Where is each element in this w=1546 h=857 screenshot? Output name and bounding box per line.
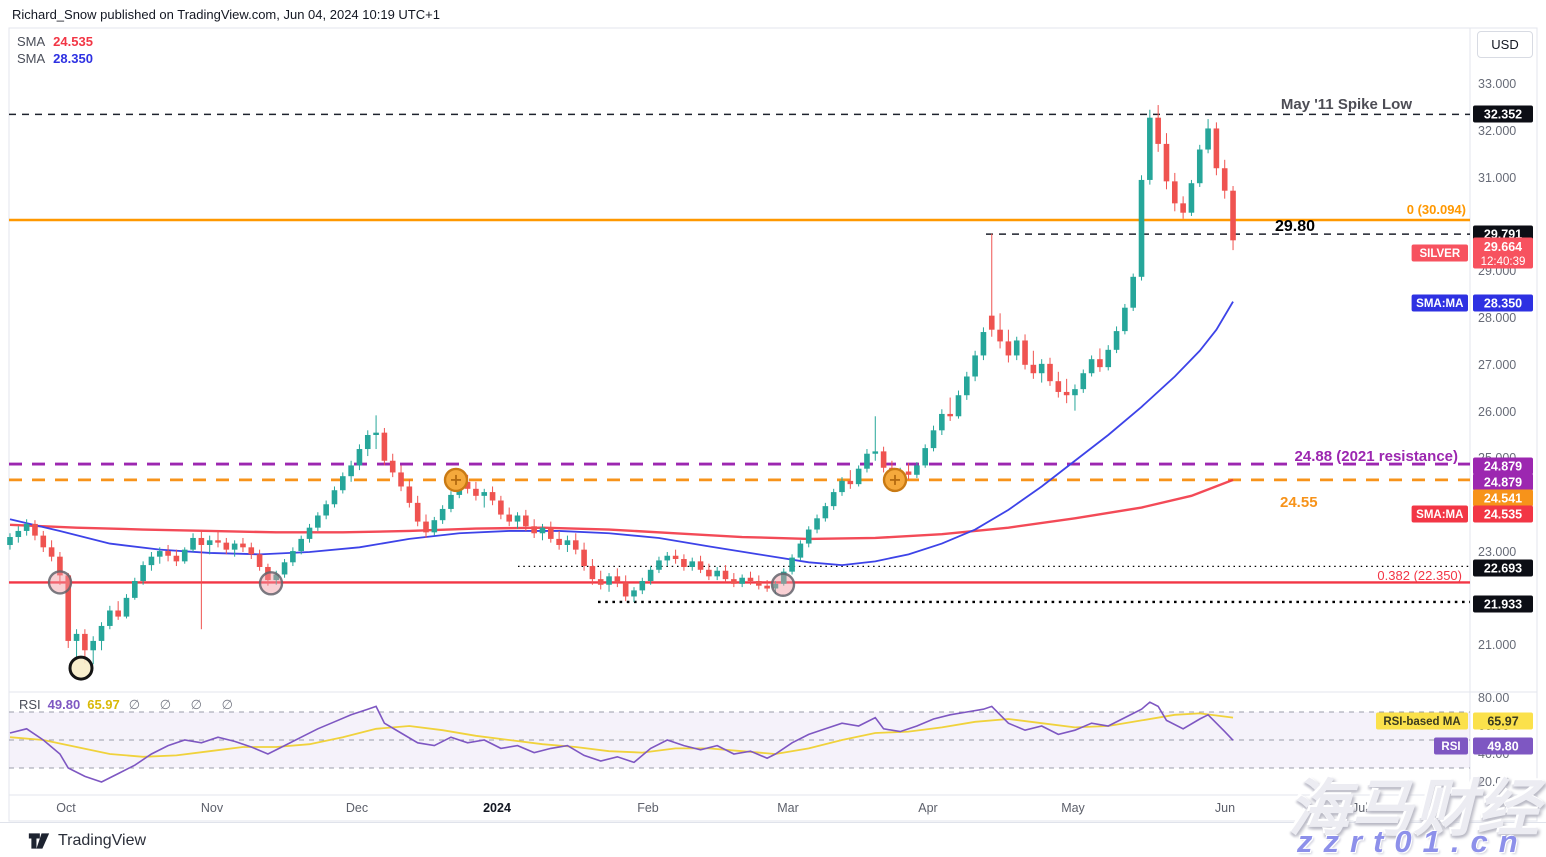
- rsi-empty-slots: ∅ ∅ ∅ ∅: [128, 697, 241, 712]
- tradingview-brand-text[interactable]: TradingView: [58, 831, 147, 849]
- footer-bar: TradingView: [0, 822, 1546, 857]
- svg-text:0 (30.094): 0 (30.094): [1407, 202, 1466, 217]
- svg-text:Mar: Mar: [777, 801, 799, 815]
- currency-button[interactable]: USD: [1477, 31, 1533, 58]
- svg-text:32.352: 32.352: [1484, 108, 1522, 122]
- svg-text:31.000: 31.000: [1478, 171, 1516, 185]
- legend-rsi[interactable]: RSI 49.80 65.97 ∅ ∅ ∅ ∅: [19, 697, 241, 713]
- svg-text:Jul: Jul: [1352, 801, 1368, 815]
- svg-text:Feb: Feb: [637, 801, 659, 815]
- svg-text:Nov: Nov: [201, 801, 224, 815]
- svg-text:May '11 Spike Low: May '11 Spike Low: [1281, 96, 1412, 113]
- svg-text:26.000: 26.000: [1478, 405, 1516, 419]
- svg-text:24.55: 24.55: [1280, 494, 1318, 511]
- svg-text:21.933: 21.933: [1484, 598, 1522, 612]
- rsi-label: RSI: [19, 697, 41, 712]
- svg-text:May: May: [1061, 801, 1085, 815]
- chart-canvas[interactable]: 33.00032.00031.00029.00028.00027.00026.0…: [0, 0, 1546, 822]
- sma-slow-value: 28.350: [53, 51, 93, 66]
- sma-fast-line: [9, 301, 1234, 567]
- legend-sma-slow[interactable]: SMA 28.350: [17, 51, 93, 66]
- svg-text:21.000: 21.000: [1478, 638, 1516, 652]
- svg-text:Dec: Dec: [346, 801, 368, 815]
- chart-frame: [8, 27, 1538, 822]
- svg-text:22.693: 22.693: [1484, 562, 1522, 576]
- tradingview-logo-icon[interactable]: [28, 831, 50, 851]
- sma-label: SMA: [17, 34, 46, 49]
- svg-text:Oct: Oct: [56, 801, 76, 815]
- sma-label: SMA: [17, 51, 46, 66]
- svg-text:SMA:MA: SMA:MA: [1416, 509, 1463, 521]
- watermark-url: zzrt01.cn: [1297, 824, 1529, 857]
- svg-text:SILVER: SILVER: [1419, 248, 1460, 260]
- svg-text:80.00: 80.00: [1478, 691, 1509, 705]
- publish-title: Richard_Snow published on TradingView.co…: [12, 7, 440, 22]
- level-annotations: May '11 Spike Low 0 (30.094) 29.80 24.88 (2…: [1275, 96, 1466, 583]
- svg-text:24.879: 24.879: [1484, 476, 1522, 490]
- sma-fast-value: 24.535: [53, 34, 93, 49]
- svg-text:20.00: 20.00: [1478, 775, 1509, 789]
- svg-text:Apr: Apr: [918, 801, 937, 815]
- svg-text:12:40:39: 12:40:39: [1481, 256, 1526, 268]
- svg-text:24.879: 24.879: [1484, 460, 1522, 474]
- rsi-line: [9, 701, 1234, 783]
- svg-text:2024: 2024: [483, 801, 511, 815]
- svg-text:27.000: 27.000: [1478, 358, 1516, 372]
- event-markers: [47, 467, 908, 681]
- level-lines[interactable]: [9, 113, 1470, 604]
- svg-text:65.97: 65.97: [1487, 715, 1518, 729]
- svg-text:24.535: 24.535: [1484, 508, 1522, 522]
- svg-text:33.000: 33.000: [1478, 77, 1516, 91]
- rsi-ma-line: [9, 712, 1234, 758]
- svg-text:RSI-based MA: RSI-based MA: [1383, 716, 1460, 728]
- legend-sma-fast[interactable]: SMA 24.535: [17, 34, 93, 49]
- svg-text:29.664: 29.664: [1484, 240, 1522, 254]
- price-axis[interactable]: 33.00032.00031.00029.00028.00027.00026.0…: [1478, 77, 1516, 789]
- axis-badges: 32.35229.79129.66412:40:39SILVER28.350SM…: [1376, 105, 1533, 755]
- svg-text:Jun: Jun: [1215, 801, 1235, 815]
- candles-layer: [7, 105, 1236, 665]
- svg-text:32.000: 32.000: [1478, 124, 1516, 138]
- svg-text:24.88 (2021 resistance): 24.88 (2021 resistance): [1295, 448, 1458, 465]
- sma-slow-line: [9, 478, 1234, 541]
- svg-text:0.382 (22.350): 0.382 (22.350): [1377, 568, 1462, 583]
- svg-text:SMA:MA: SMA:MA: [1416, 298, 1463, 310]
- svg-text:29.80: 29.80: [1275, 218, 1315, 235]
- svg-text:28.000: 28.000: [1478, 311, 1516, 325]
- svg-text:49.80: 49.80: [1487, 740, 1518, 754]
- rsi-pane: [9, 711, 1470, 769]
- watermark-cn: 海马财经: [1288, 775, 1541, 844]
- svg-text:28.350: 28.350: [1484, 297, 1522, 311]
- svg-text:23.000: 23.000: [1478, 545, 1516, 559]
- svg-text:RSI: RSI: [1441, 741, 1460, 753]
- rsi-value: 49.80: [47, 697, 81, 712]
- rsi-ma-value: 65.97: [87, 697, 120, 712]
- svg-text:24.541: 24.541: [1484, 492, 1522, 506]
- time-axis[interactable]: Oct Nov Dec 2024 Feb Mar Apr May Jun Jul: [56, 801, 1368, 815]
